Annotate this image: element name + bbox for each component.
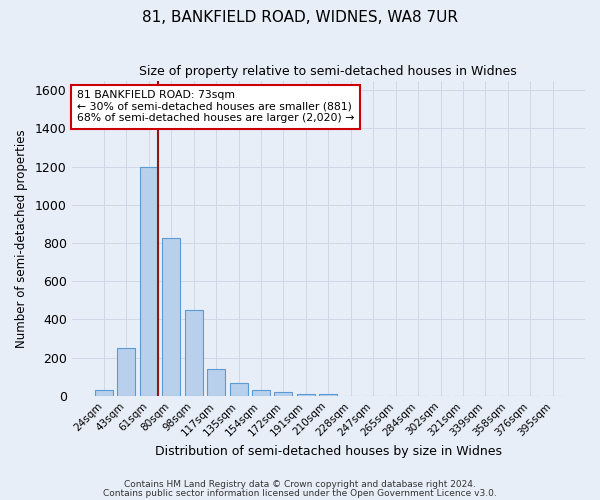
X-axis label: Distribution of semi-detached houses by size in Widnes: Distribution of semi-detached houses by …	[155, 444, 502, 458]
Bar	[163, 238, 180, 396]
Bar	[207, 369, 225, 396]
Bar	[297, 394, 315, 396]
Text: Contains HM Land Registry data © Crown copyright and database right 2024.: Contains HM Land Registry data © Crown c…	[124, 480, 476, 489]
Bar	[230, 384, 248, 396]
Bar	[95, 390, 113, 396]
Text: 81, BANKFIELD ROAD, WIDNES, WA8 7UR: 81, BANKFIELD ROAD, WIDNES, WA8 7UR	[142, 10, 458, 25]
Text: Contains public sector information licensed under the Open Government Licence v3: Contains public sector information licen…	[103, 488, 497, 498]
Bar	[252, 390, 270, 396]
Bar	[140, 166, 158, 396]
Bar	[274, 392, 292, 396]
Bar	[319, 394, 337, 396]
Text: 81 BANKFIELD ROAD: 73sqm
← 30% of semi-detached houses are smaller (881)
68% of : 81 BANKFIELD ROAD: 73sqm ← 30% of semi-d…	[77, 90, 354, 123]
Bar	[118, 348, 136, 396]
Title: Size of property relative to semi-detached houses in Widnes: Size of property relative to semi-detach…	[139, 65, 517, 78]
Bar	[185, 310, 203, 396]
Y-axis label: Number of semi-detached properties: Number of semi-detached properties	[15, 129, 28, 348]
